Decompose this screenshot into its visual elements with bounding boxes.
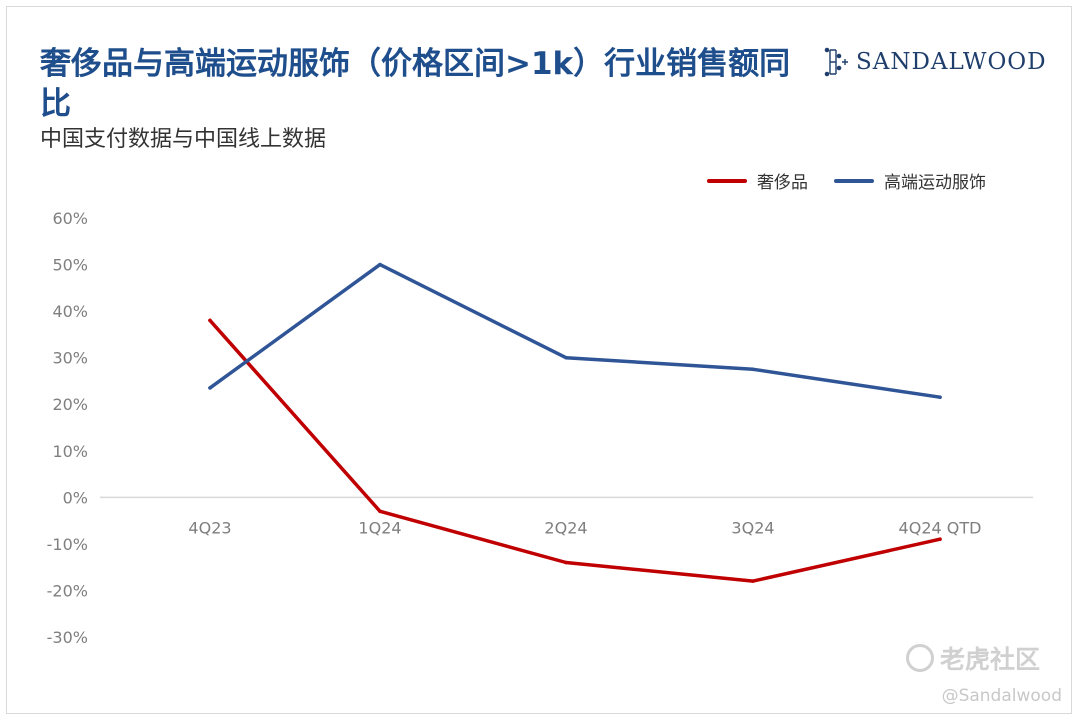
data-point-sport xyxy=(564,355,568,360)
tiger-watermark-icon xyxy=(906,644,934,672)
y-tick-label: 50% xyxy=(52,256,88,275)
data-point-sport xyxy=(378,262,382,267)
data-point-luxury xyxy=(564,560,568,565)
legend-label-luxury: 奢侈品 xyxy=(757,173,808,193)
data-point-sport xyxy=(208,386,212,390)
y-tick-label: 0% xyxy=(63,488,88,507)
series-line-sport xyxy=(208,262,942,399)
y-tick-label: 20% xyxy=(52,395,88,414)
data-point-luxury xyxy=(938,537,942,542)
x-tick-label: 3Q24 xyxy=(731,518,774,537)
y-tick-label: 40% xyxy=(52,302,88,321)
legend-item-sport: 高端运动服饰 xyxy=(834,168,986,193)
data-point-luxury xyxy=(751,579,755,583)
chart-legend: 奢侈品 高端运动服饰 xyxy=(707,168,986,193)
sandalwood-logo-icon xyxy=(824,47,848,77)
author-watermark: @Sandalwood xyxy=(941,686,1062,706)
chart-title: 奢侈品与高端运动服饰（价格区间>1k）行业销售额同比 xyxy=(40,46,791,122)
y-tick-label: 30% xyxy=(52,349,88,368)
tiger-watermark: 老虎社区 xyxy=(906,640,1040,676)
x-tick-label: 4Q24 QTD xyxy=(899,518,982,537)
y-tick-label: -20% xyxy=(47,581,88,600)
chart-subtitle: 中国支付数据与中国线上数据 xyxy=(40,127,327,152)
x-tick-label: 1Q24 xyxy=(358,518,401,537)
data-point-luxury xyxy=(378,509,382,514)
y-tick-label: 60% xyxy=(52,209,88,228)
data-point-sport xyxy=(938,395,942,400)
y-tick-label: -30% xyxy=(47,628,88,647)
y-tick-label: -10% xyxy=(47,535,88,554)
tiger-watermark-text: 老虎社区 xyxy=(940,645,1041,674)
legend-label-sport: 高端运动服饰 xyxy=(884,173,986,193)
legend-item-luxury: 奢侈品 xyxy=(707,168,808,193)
data-point-sport xyxy=(751,367,755,372)
sandalwood-logo-text: SANDALWOOD xyxy=(856,49,1047,75)
data-point-luxury xyxy=(208,318,212,323)
legend-swatch-luxury xyxy=(707,178,747,183)
chart-frame xyxy=(6,6,1072,714)
x-tick-label: 2Q24 xyxy=(544,518,587,537)
legend-swatch-sport xyxy=(834,178,874,183)
x-tick-label: 4Q23 xyxy=(188,518,231,537)
sandalwood-logo: SANDALWOOD xyxy=(824,44,1047,80)
y-tick-label: 10% xyxy=(52,442,88,461)
